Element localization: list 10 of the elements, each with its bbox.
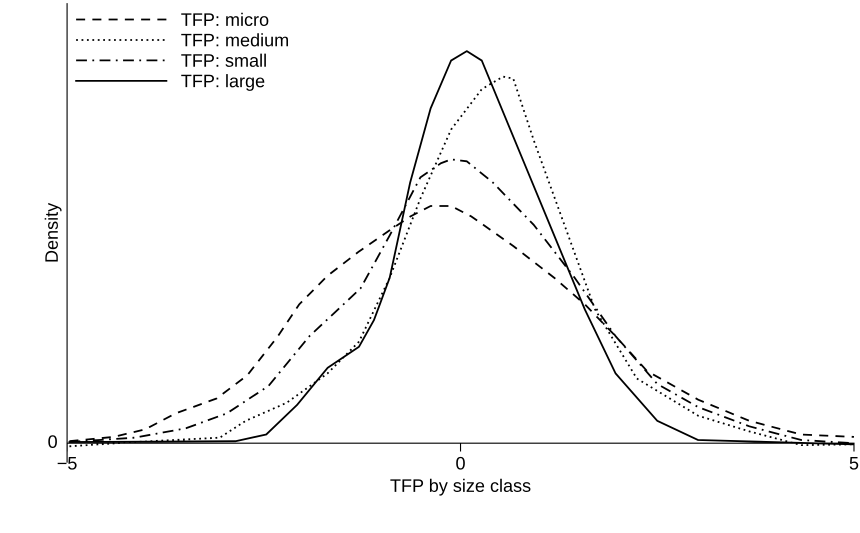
x-tick-label: 0 xyxy=(456,456,465,470)
x-tick-label: −5 xyxy=(58,457,77,470)
y-axis-title: Density xyxy=(44,202,62,262)
text: 0 xyxy=(48,435,57,448)
legend-label: TFP: small xyxy=(181,54,266,67)
legend-label: TFP: medium xyxy=(181,33,288,46)
legend-label: TFP: large xyxy=(181,74,264,91)
x-tick-label: 5 xyxy=(850,457,858,470)
legend-label: TFP: micro xyxy=(181,12,268,26)
x-axis-title: TFP by size class xyxy=(390,478,530,496)
